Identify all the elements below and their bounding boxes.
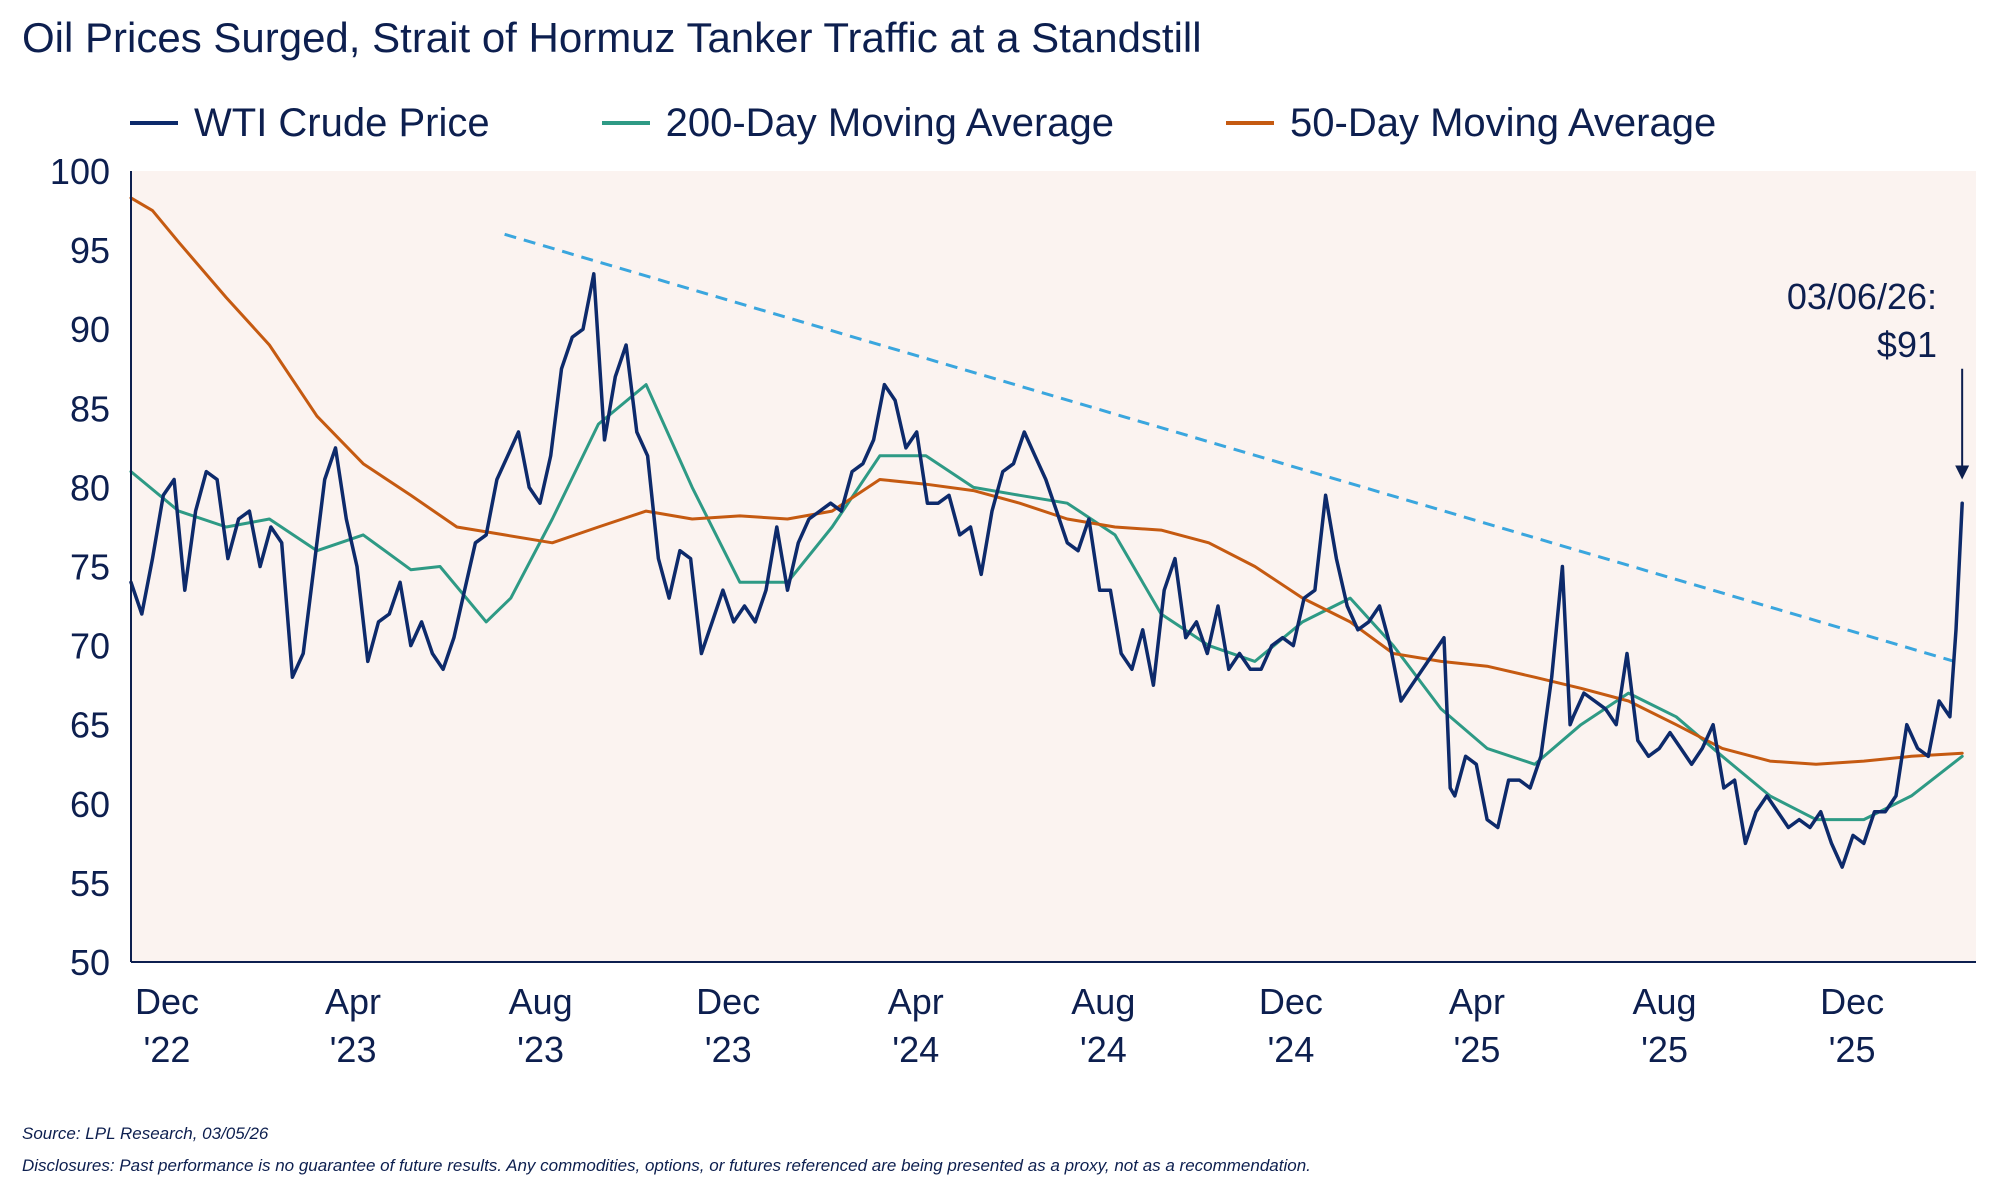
y-tick-label: 50 [70,942,110,983]
x-tick-label: Aug [1071,981,1135,1022]
y-tick-label: 90 [70,309,110,350]
y-tick-label: 75 [70,547,110,588]
x-tick-label: '24 [892,1029,939,1070]
source-note: Source: LPL Research, 03/05/26 [22,1124,269,1143]
annotation-date: 03/06/26: [1787,276,1937,317]
x-tick-label: '23 [517,1029,564,1070]
legend-item-200-day: 200-Day Moving Average [601,100,1115,146]
x-tick-label: Dec [696,981,760,1022]
y-tick-label: 70 [70,626,110,667]
legend-label-200-day: 200-Day Moving Average [665,100,1115,145]
x-tick-label: Apr [325,981,381,1022]
legend-label-50-day: 50-Day Moving Average [1290,100,1717,145]
x-tick-label: Aug [1632,981,1696,1022]
x-tick-label: '25 [1829,1029,1876,1070]
legend-item-wti: WTI Crude Price [130,101,490,146]
chart-title: Oil Prices Surged, Strait of Hormuz Tank… [22,14,1202,61]
y-tick-label: 95 [70,230,110,271]
legend-swatch-200-day [601,121,650,125]
trendline [504,232,1955,663]
series-line-50-day [129,196,1964,766]
y-tick-label: 85 [70,388,110,429]
x-tick-label: Aug [509,981,573,1022]
legend-swatch-wti [130,121,178,125]
series-line-200-day [129,383,1964,822]
x-tick-label: '24 [1267,1029,1314,1070]
x-tick-label: Dec [1259,981,1323,1022]
legend-item-50-day: 50-Day Moving Average [1226,101,1716,146]
annotation-value: $91 [1877,324,1937,365]
x-tick-label: '23 [705,1029,752,1070]
annotation-arrow-head [1955,465,1970,480]
y-tick-label: 60 [70,784,110,825]
legend-swatch-50-day [1226,121,1275,125]
disclosure-note: Disclosures: Past performance is no guar… [22,1156,1311,1175]
y-tick-label: 55 [70,863,110,904]
series-line-wti [129,272,1964,869]
y-tick-label: 80 [70,467,110,508]
x-tick-label: Dec [1820,981,1884,1022]
x-tick-label: Apr [888,981,944,1022]
x-tick-label: '25 [1453,1029,1500,1070]
legend-label-wti: WTI Crude Price [194,100,490,145]
x-tick-label: '25 [1641,1029,1688,1070]
x-tick-label: Dec [135,981,199,1022]
x-tick-label: '23 [330,1029,377,1070]
x-tick-label: '24 [1080,1029,1127,1070]
x-tick-label: Apr [1449,981,1505,1022]
y-tick-label: 100 [50,151,110,192]
y-tick-label: 65 [70,705,110,746]
x-tick-label: '22 [144,1029,191,1070]
legend: WTI Crude Price 200-Day Moving Average 5… [130,96,1828,150]
